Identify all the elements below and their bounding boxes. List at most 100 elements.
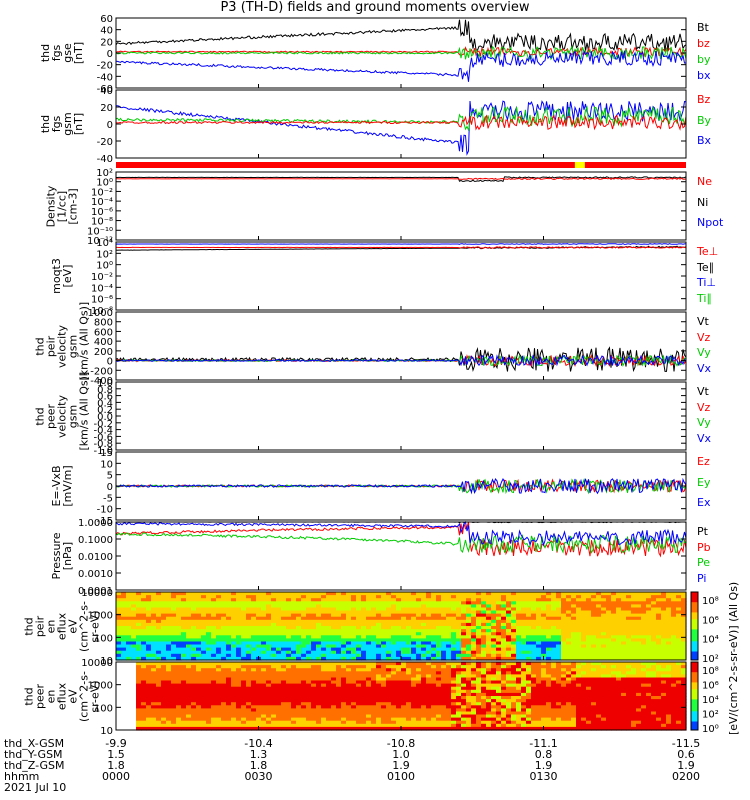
y-tick-label: 10⁻⁶	[91, 295, 113, 306]
legend-te∥: Te∥	[697, 260, 715, 274]
x-row-label: thd_X-GSM	[4, 737, 65, 750]
x-tick-label: -10.4	[244, 737, 273, 750]
colorbar-tick-ion: 10⁸	[702, 596, 719, 607]
colorbar-ion	[690, 591, 699, 661]
x-tick-label: -10.8	[386, 737, 416, 750]
panel-frame-temp	[115, 241, 687, 311]
legend-ex: Ex	[697, 496, 711, 510]
y-tick-label: 0.0100	[78, 552, 113, 563]
pb-line	[115, 521, 687, 558]
legend-bz: bz	[697, 37, 710, 50]
y-tick-label: 200	[94, 347, 113, 358]
ti-perp-line	[115, 243, 687, 245]
y-tick-label: 10000	[81, 588, 113, 599]
legend-ti∥: Ti∥	[697, 291, 712, 305]
x-tick-label: 1.5	[107, 748, 125, 761]
date-label: 2021 Jul 10	[4, 781, 67, 794]
x-tick-label: 1.8	[249, 759, 268, 772]
y-tick-label: -400	[90, 376, 113, 387]
x-tick-label: 0.8	[534, 748, 553, 761]
y-axis-label-pressure: Pressure [nPa]	[50, 532, 74, 580]
x-tick-label: 0100	[387, 770, 415, 783]
legend-by: By	[697, 113, 712, 127]
x-row-label: hhmm	[4, 770, 40, 783]
y-tick-label: 0.6	[97, 392, 113, 403]
x-tick-label: 0000	[102, 770, 130, 783]
y-tick-label: -0.8	[93, 439, 113, 450]
legend-vt: Vt	[697, 315, 709, 328]
legend-te⊥: Te⊥	[697, 245, 719, 258]
y-tick-label: 600	[94, 327, 113, 338]
y-tick-label: 0	[107, 482, 113, 493]
y-tick-label: -0.6	[93, 432, 113, 443]
panel-frame-peer_vel	[115, 381, 687, 451]
y-tick-label: 5	[107, 471, 113, 482]
x-tick-label: 0030	[244, 770, 273, 783]
bt-line	[115, 19, 687, 52]
y-tick-label: -20	[97, 61, 113, 72]
panel-frame-pressure	[115, 521, 687, 591]
y-axis-label-fgs_gsm: thd fgs gsm [nT]	[39, 112, 85, 136]
colorbar-electron	[690, 661, 699, 731]
legend-ne: Ne	[697, 175, 712, 188]
y-axis-label-density: Density [1/cc] [cm-3]	[44, 185, 80, 227]
y-tick-label: 0	[107, 49, 113, 60]
x-row-label: thd_Y-GSM	[4, 748, 63, 761]
y-tick-label: -40	[97, 72, 113, 83]
y-tick-label: 0	[107, 120, 113, 131]
figure-title: P3 (TH-D) fields and ground moments over…	[220, 0, 530, 15]
x-tick-label: 1.9	[677, 759, 695, 772]
y-tick-label: 0.4	[97, 398, 113, 409]
y-tick-label: 0.1000	[78, 535, 113, 546]
y-tick-label: 10⁻¹²	[87, 236, 113, 247]
legend-ey: Ey	[697, 475, 711, 489]
colorbar-tick-electron: 10⁰	[702, 724, 719, 735]
y-tick-label: -20	[97, 137, 113, 148]
te-perp-line	[116, 246, 687, 249]
y-tick-label: -40	[97, 154, 113, 165]
bx-line	[115, 49, 687, 82]
y-axis-label-peer_vel: thd peer velocity gsm [km/s (All Qs)]	[33, 371, 91, 450]
x-tick-label: 0.6	[677, 748, 695, 761]
vx-line	[115, 354, 687, 367]
y-tick-label: 0.0010	[78, 569, 113, 580]
y-tick-label: 0.8	[97, 385, 113, 396]
x-tick-label: 1.8	[107, 759, 125, 772]
y-tick-label: 1.0000	[78, 518, 113, 529]
x-row-label: thd_Z-GSM	[4, 759, 65, 772]
bz-gsm-line	[115, 114, 687, 131]
x-tick-label: 1.3	[249, 748, 268, 761]
y-axis-label-peer_spec: thd peer en eflux eV (cm^2-s- sr-eV)	[22, 670, 102, 722]
y-axis-label-peir_spec: thd peir en eflux eV (cm^2-s- sr-eV)	[22, 600, 102, 652]
y-tick-label: 10⁴	[96, 238, 113, 249]
pi-line	[115, 520, 687, 547]
x-tick-label: 1.0	[392, 748, 410, 761]
y-axis-label-efield: E=-VxB [mV/m]	[50, 465, 74, 507]
y-tick-label: 10²	[96, 249, 113, 260]
y-tick-label: -0.4	[93, 426, 113, 437]
legend-vt: Vt	[697, 385, 709, 398]
legend-vx: Vx	[697, 431, 712, 445]
y-tick-label: 1000	[88, 611, 113, 622]
y-tick-label: 10⁻⁸	[91, 217, 113, 228]
y-tick-label: -5	[103, 493, 113, 504]
y-tick-label: 20	[100, 37, 113, 48]
y-tick-label: -1.0	[93, 446, 113, 457]
legend-pi: Pi	[697, 571, 707, 585]
ion-spectrogram	[116, 592, 687, 661]
legend-bt: Bt	[697, 21, 709, 34]
y-tick-label: 60	[100, 14, 113, 25]
y-tick-label: 400	[94, 337, 113, 348]
panel-frame-density	[115, 171, 687, 241]
legend-vz: Vz	[697, 400, 711, 414]
y-tick-label: 10⁰	[96, 261, 113, 272]
y-tick-label: 10⁻²	[91, 187, 113, 198]
y-tick-label: 10000	[81, 658, 113, 669]
colorbar-tick-electron: 10²	[702, 710, 719, 721]
x-tick-label: -9.9	[105, 737, 127, 750]
ele-spectrogram	[116, 662, 687, 731]
y-tick-label: 40	[100, 26, 113, 37]
colorbar-tick-electron: 10⁶	[702, 681, 719, 692]
y-tick-label: 1.0	[97, 378, 113, 389]
pe-line	[115, 532, 687, 554]
